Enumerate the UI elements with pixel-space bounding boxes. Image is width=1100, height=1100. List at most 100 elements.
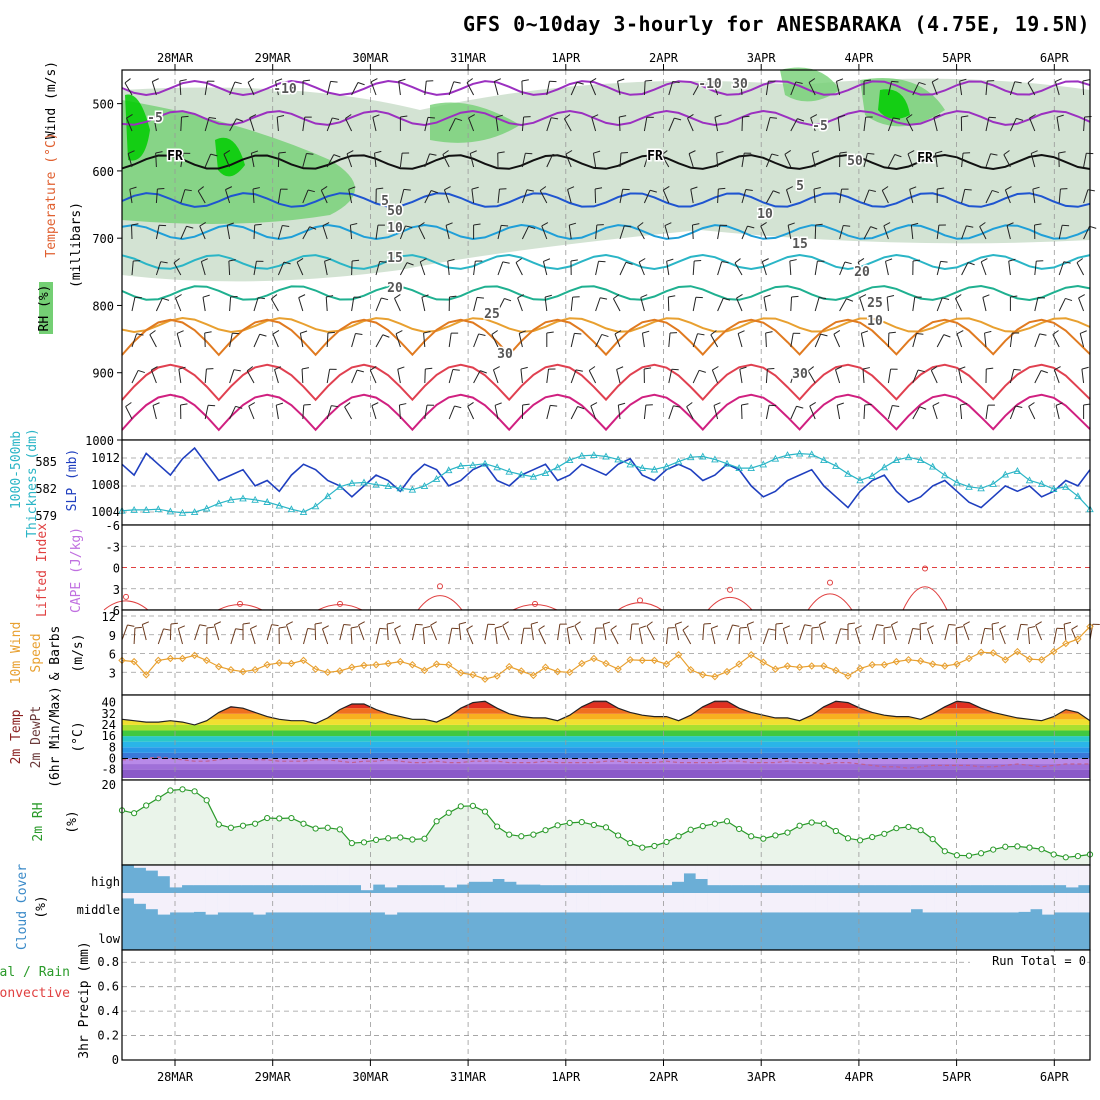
wind10-barb-feather [379,627,387,630]
wind10-barb [682,629,692,645]
upper-wind-barb [933,117,938,132]
wind10-barb-feather [646,621,653,627]
top-date-label: 1APR [551,51,581,65]
cloud-clear-segment [516,893,529,913]
upper-wind-barb [692,260,695,276]
cloud-clear-segment [874,893,888,913]
wind10-barb [339,624,345,641]
upper-wind-barb [326,332,329,348]
upper-wind-barb [1083,189,1089,204]
upper-wind-barb [473,370,481,384]
wind10-barb [1053,628,1058,645]
upper-wind-barb-feather [445,222,453,226]
upper-wind-barb [814,261,818,276]
wind10-tick-label: 12 [102,610,116,624]
cloud-clear-segment [1030,865,1043,886]
upper-wind-barb [399,189,405,204]
wind10-speed-point [529,671,538,680]
panels: -10 -10-5-5FR FR FR551010151520202525303050… [0,61,1100,1067]
upper-wind-barb-feather [809,402,816,407]
upper-wind-barb-feather [570,259,578,262]
upper-wind-barb-feather [129,186,137,190]
wind10-barb [746,624,752,641]
thickness-point [336,482,344,490]
wind10-speed-point [348,663,356,671]
upper-wind-barb-feather [839,151,847,154]
upper-wind-barb-feather [427,116,435,119]
thickness-point [251,495,259,503]
upper-wind-barb-feather [984,330,992,334]
upper-wind-barb-feather [520,366,528,370]
wind10-barb [871,624,878,641]
upper-wind-barb-feather [668,295,676,298]
bottom-date-label: 1APR [551,1070,581,1084]
upper-wind-barb [223,154,231,168]
ylabel-pressure: (millibars) [69,202,84,288]
thickness-point [348,479,356,487]
upper-wind-barb-feather [371,402,379,407]
upper-wind-barb [912,82,920,96]
upper-wind-barb-feather [1013,368,1021,371]
cloud-clear-segment [361,893,374,913]
upper-wind-barb-feather [589,78,597,83]
wind10-barb-feather [127,624,135,627]
upper-wind-barb-feather [528,225,536,230]
upper-wind-barb-feather [745,189,753,191]
cloud-clear-segment [647,865,661,886]
wind10-barb-feather [819,621,826,626]
upper-wind-barb [322,225,328,240]
wind10-barb [303,628,309,645]
upper-wind-barb-feather [601,333,609,338]
upper-wind-barb-feather [807,366,815,372]
upper-wind-barb [863,226,872,240]
wind10-barb-feather [739,626,747,629]
cloud-clear-segment [862,893,876,913]
upper-wind-barb [692,82,701,96]
upper-wind-barb-feather [617,78,625,82]
contour-label: 5 [381,194,389,209]
upper-wind-barb [127,153,133,168]
wind10-barb [890,624,897,641]
cloud-clear-segment [1066,893,1079,913]
upper-wind-barb [839,298,847,312]
upper-wind-barb [688,153,694,168]
upper-wind-barb-feather [955,294,962,299]
cloud-clear-segment [671,865,684,882]
contour-label: 15 [387,251,403,266]
contour-label: 20 [387,281,403,296]
wind10-barb-feather [459,621,467,625]
upper-wind-barb-feather [1054,366,1061,371]
temperature-band [122,730,1090,737]
upper-wind-barb-feather [640,294,648,298]
upper-wind-barb-feather [515,258,523,263]
upper-wind-barb-feather [862,367,870,370]
rh2m-point [844,835,852,842]
thickness-point [1001,470,1010,478]
bottom-date-label: 4APR [844,1070,874,1084]
ylabel-lifted-index: Lifted Index [35,523,50,617]
cloud-level-label: middle [77,903,120,917]
wind10-barb [835,628,842,645]
ylabel-dewpt: 2m DewPt [29,706,44,769]
upper-wind-barb-feather [982,294,990,298]
rh2m-point [808,819,815,826]
wind10-barb [458,624,462,641]
upper-wind-barb-feather [162,297,170,301]
top-date-label: 4APR [844,51,874,65]
thickness-point [239,494,247,502]
upper-wind-barb [614,333,621,348]
thickness-point [868,472,876,479]
wind10-speed-point [868,661,876,669]
rh2m-point [264,814,271,822]
lifted-index-line [707,596,753,611]
upper-wind-barb-feather [1032,186,1040,190]
upper-wind-barb [785,189,792,204]
upper-wind-barb-feather [789,259,797,262]
ylabel-cloud-units: (%) [34,895,49,918]
wind10-speed-point [807,662,816,670]
slp-tick-label: 1008 [91,478,120,492]
upper-wind-barb [204,81,208,96]
panel-wind10: 12 9 6 3 10m Wind Speed & Barbs (m/s) [9,609,1100,696]
upper-wind-barb [909,189,914,204]
upper-wind-barb-feather [210,153,218,157]
